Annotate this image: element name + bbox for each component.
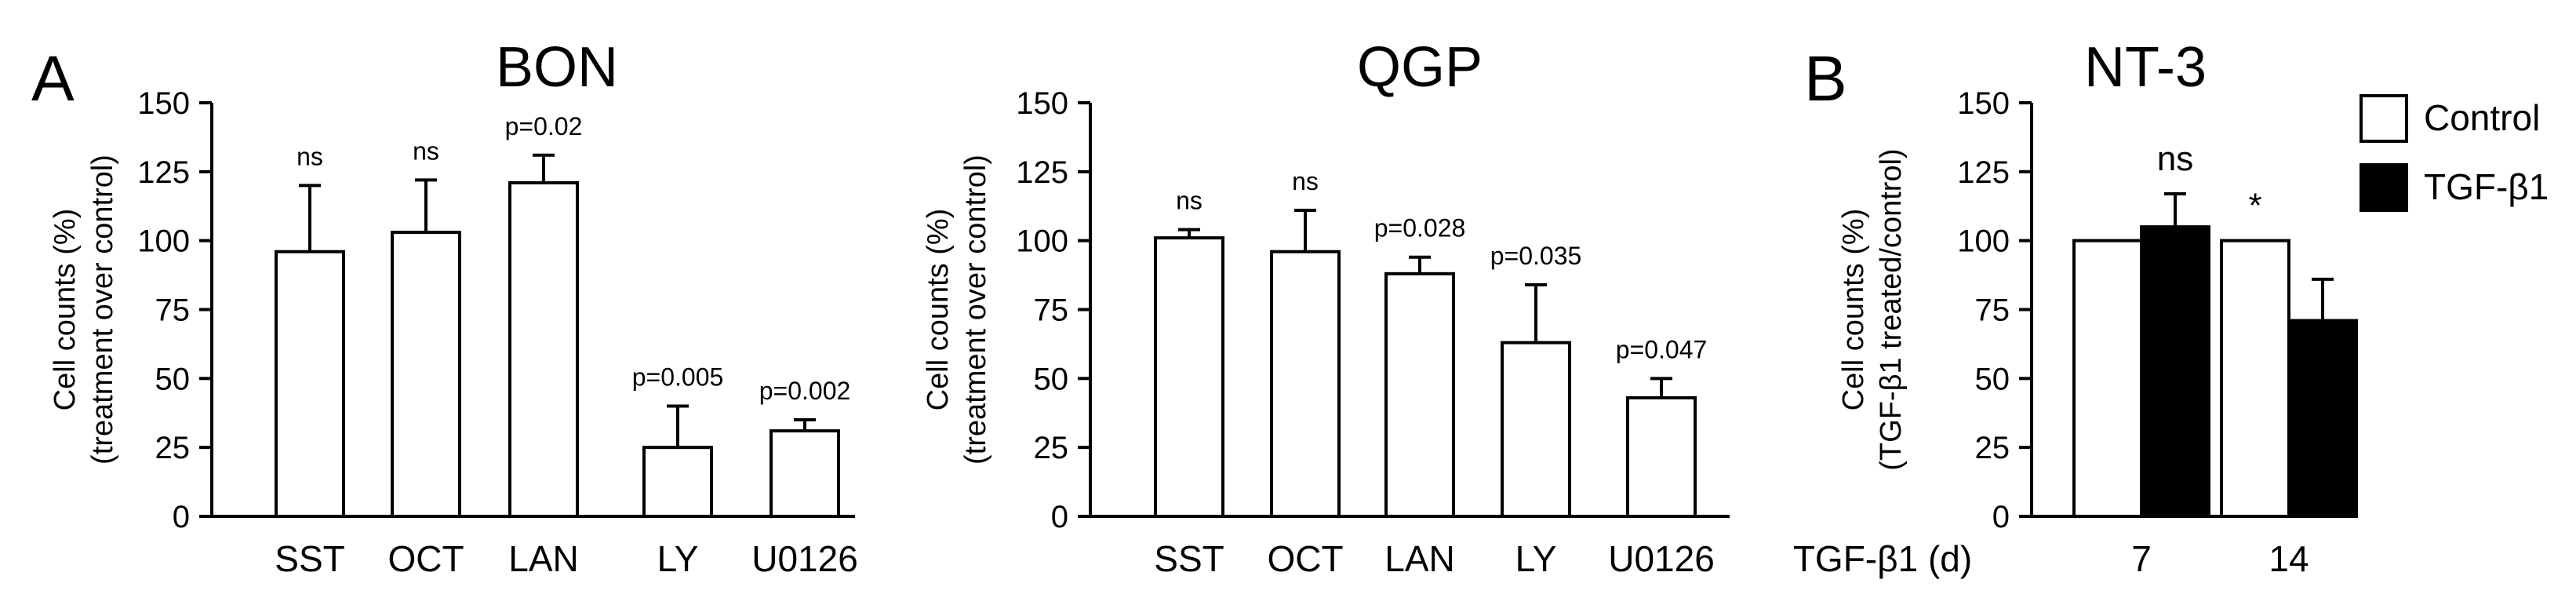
significance-annotation: p=0.035: [1490, 242, 1582, 270]
legend-label: Control: [2424, 97, 2540, 138]
y-tick-label: 25: [155, 431, 191, 465]
y-tick-label: 150: [1016, 86, 1068, 121]
y-tick-label: 125: [137, 155, 190, 190]
y-tick-label: 25: [1975, 431, 2010, 465]
significance-annotation: ns: [413, 137, 439, 165]
y-tick-label: 50: [1975, 362, 2010, 396]
chart-qgp: QGP 0 25 50 75 100 125 150 Cell counts (%) (treat…: [922, 36, 1730, 579]
y-tick-label: 50: [1034, 362, 1069, 396]
x-tick-label: U0126: [1608, 538, 1715, 579]
significance-annotation: ns: [2157, 140, 2193, 178]
chart-title: NT-3: [2084, 36, 2207, 99]
y-tick-label: 25: [1034, 431, 1069, 465]
bar: [508, 180, 579, 519]
x-tick-label: SST: [1154, 538, 1224, 579]
bar: [391, 231, 461, 518]
x-tick-label: LAN: [508, 538, 578, 579]
x-axis-label: TGF-β1 (d): [1793, 538, 1972, 579]
y-tick-label: 0: [173, 500, 190, 534]
bar: [770, 429, 840, 518]
bar: [1154, 236, 1224, 518]
panel-letter-a: A: [31, 43, 75, 115]
y-axis-label: Cell counts (%): [1837, 209, 1870, 411]
chart-title: BON: [496, 36, 618, 99]
y-tick-label: 100: [1957, 224, 2010, 259]
x-tick-label: SST: [275, 538, 344, 579]
y-axis-label-secondary: (TGF-β1 treated/control): [1875, 148, 1908, 470]
x-tick-label: LY: [1515, 538, 1557, 579]
significance-annotation: *: [2248, 187, 2261, 225]
significance-annotation: p=0.02: [505, 112, 583, 140]
y-tick-label: 75: [1975, 293, 2010, 328]
significance-annotation: ns: [1292, 167, 1319, 195]
legend-swatch: [2360, 163, 2408, 212]
y-tick-label: 100: [1016, 224, 1068, 259]
x-tick-label: LY: [657, 538, 699, 579]
x-tick-label: 7: [2131, 538, 2152, 579]
significance-annotation: p=0.047: [1616, 335, 1708, 363]
chart-bon: BON 0 25 50 75 100 125 150 Cell counts (%) (treat…: [49, 36, 858, 579]
legend-label: TGF-β1: [2424, 166, 2549, 207]
bar: [1626, 395, 1697, 518]
significance-annotation: ns: [1176, 187, 1202, 215]
panel-letter-b: B: [1804, 43, 1847, 115]
bar: [1270, 250, 1341, 518]
legend-swatch: [2360, 94, 2408, 143]
x-tick-label: 14: [2269, 538, 2309, 579]
x-tick-label: LAN: [1384, 538, 1454, 579]
y-axis-label-secondary: (treatment over control): [86, 155, 119, 465]
chart-nt3: NT-3 0 25 50 75 100 125 150 Cell counts (%) (TGF-…: [1793, 36, 2358, 579]
y-axis-label: Cell counts (%): [922, 209, 955, 411]
bar: [2140, 225, 2210, 518]
legend: Control TGF-β1: [2360, 94, 2549, 212]
significance-annotation: p=0.002: [759, 377, 851, 405]
y-tick-label: 50: [155, 362, 191, 396]
chart-title: QGP: [1357, 36, 1483, 99]
bar: [642, 446, 713, 519]
bar: [1384, 272, 1455, 518]
x-tick-label: OCT: [387, 538, 464, 579]
y-axis-label-secondary: (treatment over control): [959, 155, 992, 465]
significance-annotation: p=0.005: [632, 363, 724, 391]
y-tick-label: 125: [1016, 155, 1068, 190]
significance-annotation: p=0.028: [1374, 214, 1466, 242]
y-tick-label: 100: [137, 224, 190, 259]
y-tick-label: 75: [155, 293, 191, 328]
bar: [2072, 239, 2143, 518]
significance-annotation: ns: [297, 142, 323, 170]
y-tick-label: 125: [1957, 155, 2010, 190]
x-tick-label: U0126: [751, 538, 858, 579]
bar: [275, 250, 345, 518]
x-tick-label: OCT: [1267, 538, 1343, 579]
bar: [2287, 319, 2358, 519]
bar: [1501, 341, 1571, 518]
y-tick-label: 75: [1034, 293, 1069, 328]
y-tick-label: 0: [1992, 500, 2010, 534]
y-tick-label: 150: [137, 86, 190, 121]
bar: [2220, 239, 2290, 518]
y-axis-label: Cell counts (%): [49, 209, 82, 411]
y-tick-label: 150: [1957, 86, 2010, 121]
y-tick-label: 0: [1051, 500, 1068, 534]
